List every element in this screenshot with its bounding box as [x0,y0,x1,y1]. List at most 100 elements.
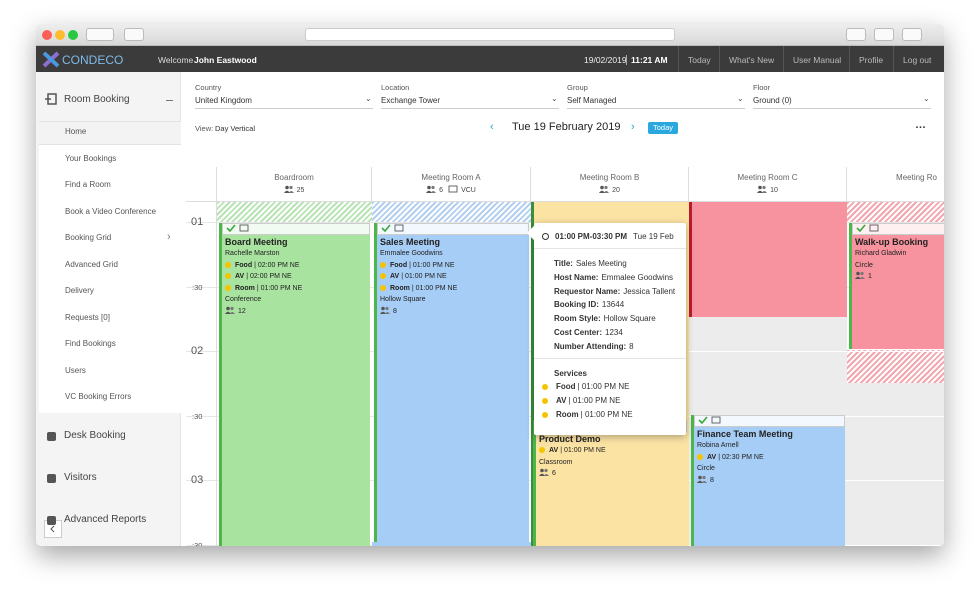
minimize-button[interactable] [55,30,65,40]
attendees: 8 [380,306,529,318]
main: View: Day Vertical ‹ Tue 19 February 201… [181,72,944,546]
filter-value[interactable]: United Kingdom [195,96,373,109]
room-name[interactable]: Meeting Room A [421,173,481,182]
service-dot [380,284,386,291]
menu-item[interactable]: Booking Grid [65,233,112,242]
menu-item[interactable]: Find a Room [65,180,111,189]
people-icon [757,185,768,193]
menu-item[interactable]: Find Bookings [65,339,116,348]
service: AV | 02:00 PM NE [225,271,370,283]
slot [847,351,944,352]
section-icon [47,474,56,483]
share-button[interactable] [874,28,894,41]
booking[interactable]: Finance Team Meeting Robina Arnell AV | 02:… [691,415,845,546]
video-icon [711,416,721,424]
menu-item[interactable]: Users [65,365,86,375]
nav-link[interactable]: Log out [903,55,932,65]
service-dot [225,261,231,268]
zoom-button[interactable] [68,30,78,40]
view-label: View: [195,124,214,133]
popup-date: Tue 19 Feb [633,232,674,241]
view-select[interactable]: Day Vertical [215,124,256,133]
attendee-count: 12 [238,307,246,315]
popup-field: Cost Center: 1234 [542,326,678,340]
service-name: AV [707,453,717,461]
room-name[interactable]: Meeting Room B [579,173,640,182]
service-time: | 01:00 PM NE [409,261,455,269]
room-style: Hollow Square [380,296,426,303]
attendee-count: 8 [393,307,397,315]
room-name[interactable]: Meeting Room C [737,173,798,182]
nav-link[interactable]: Profile [859,55,884,65]
room-style: Classroom [539,458,573,466]
service-dot [539,447,545,453]
room-style: Circle [697,465,715,472]
sidebar-toggle[interactable] [124,28,144,41]
section-title[interactable]: Room Booking [64,94,130,105]
menu-section[interactable]: Advanced Reports [64,514,147,525]
tabs-button[interactable] [902,28,922,41]
booking[interactable]: Board Meeting Rachelle Marston Food | 02:00… [219,223,370,546]
service-name: Food [556,382,576,392]
capacity: 20 [612,187,620,194]
room-name[interactable]: Boardroom [274,173,314,182]
capacity: 25 [296,187,305,194]
time: 11:21 AM [626,55,668,65]
address-bar[interactable] [305,28,675,41]
booking[interactable]: Product Demo AV | 01:00 PM NE Classroom 6 [533,420,687,546]
service-time: | 02:00 PM NE [246,273,292,280]
service-dot [225,284,231,291]
menu-section[interactable]: Visitors [64,472,97,483]
today-button[interactable]: Today [648,122,678,134]
menu-item[interactable]: Your Bookings [65,153,117,163]
back-forward[interactable] [86,28,114,41]
service-name: AV [235,273,245,280]
nav-link[interactable]: User Manual [793,55,842,65]
filter-value[interactable]: Self Managed [567,96,745,109]
prev-day[interactable]: ‹ [490,121,494,133]
people-icon [697,475,707,483]
service: Room | 01:00 PM NE [225,283,370,295]
field-value: Sales Meeting [575,259,627,268]
booking-title: Product Demo [539,434,601,444]
menu-item[interactable]: VC Booking Errors [65,392,132,401]
slot [372,542,531,546]
next-day[interactable]: › [631,121,635,133]
dropdown-arrow: ⌄ [923,94,930,103]
menu-item[interactable]: Requests [0] [65,312,110,322]
menu-item[interactable]: Delivery [65,286,94,295]
attendees: 8 [697,475,845,487]
close-button[interactable] [42,30,52,40]
booking-host: Rachelle Marston [225,250,280,257]
room-name[interactable]: Meeting Ro [896,173,937,182]
download-button[interactable] [846,28,866,41]
filter-value[interactable]: Exchange Tower [381,96,559,109]
booking[interactable]: Walk-up Booking Richard Gladwin Circle 1 [849,223,944,349]
field-label: Host Name: [554,272,599,282]
people-icon [225,306,235,314]
divider [534,248,686,249]
menu-item[interactable]: Book a Video Conference [65,206,157,216]
attendees: 1 [855,271,944,283]
logo-text: CONDECO [62,53,124,67]
service-name: AV [549,447,559,454]
time-label: :30 [192,411,203,421]
more-menu[interactable]: … [915,119,927,131]
service-name: Food [235,261,253,269]
filter-value[interactable]: Ground (0) [753,96,931,109]
field-label: Cost Center: [554,327,603,337]
nav-link[interactable]: Today [688,55,711,65]
video-icon [394,224,404,232]
section-icon [47,516,56,525]
menu-section[interactable]: Desk Booking [64,430,126,441]
sidebar: Room Booking Home Your Bookings Find a Roo… [36,72,181,546]
slot [847,544,944,546]
menu-item[interactable]: Home [65,127,87,136]
service-time: | 01:00 PM NE [568,396,621,406]
room-icon [45,93,57,105]
nav-link[interactable]: What's New [729,55,775,65]
booking[interactable]: Sales Meeting Emmalee Goodwins Food | 01:00… [374,223,529,542]
time-label: :30 [192,282,203,292]
menu-item[interactable]: Advanced Grid [65,259,118,269]
service: Food | 02:00 PM NE [225,260,370,272]
